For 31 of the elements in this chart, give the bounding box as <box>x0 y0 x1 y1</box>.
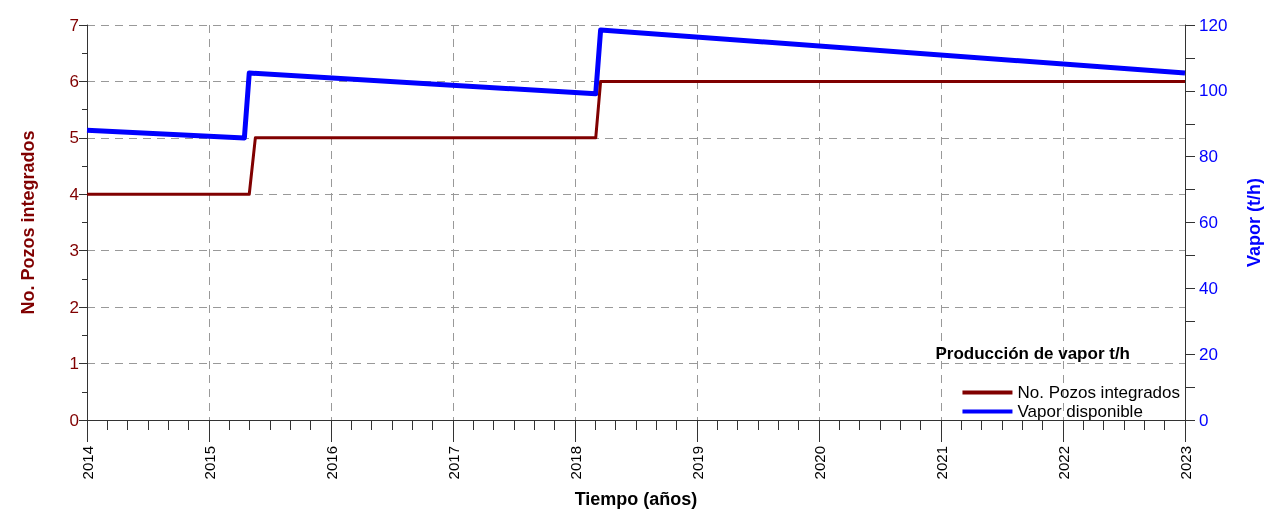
y2-tick-label: 80 <box>1199 147 1218 167</box>
y2-axis-title: Vapor (t/h) <box>1244 178 1264 267</box>
y2-tick-label: 20 <box>1199 344 1218 364</box>
y-tick-label: 2 <box>69 297 79 317</box>
y-tick-label: 5 <box>69 128 79 148</box>
x-tick-label: 2015 <box>200 446 218 480</box>
x-tick-label: 2019 <box>688 446 706 480</box>
x-tick-label: 2022 <box>1054 446 1072 480</box>
y-tick-label: 7 <box>69 15 79 35</box>
legend-label: Vapor disponible <box>1017 402 1143 421</box>
y2-tick-label: 40 <box>1199 278 1218 298</box>
x-axis-title: Tiempo (años) <box>574 489 698 509</box>
x-tick-label: 2023 <box>1176 446 1194 480</box>
y2-tick-label: 100 <box>1199 81 1228 101</box>
x-tick-label: 2017 <box>444 446 462 480</box>
y2-tick-label: 60 <box>1199 213 1218 232</box>
y-axis-title: No. Pozos integrados <box>18 130 38 315</box>
x-tick-label: 2020 <box>810 446 828 480</box>
x-tick-label: 2016 <box>322 446 340 480</box>
y2-tick-label: 120 <box>1199 15 1228 35</box>
y-tick-label: 4 <box>69 184 79 204</box>
x-tick-label: 2021 <box>932 446 950 480</box>
y-tick-label: 6 <box>69 71 79 91</box>
y-tick-label: 1 <box>69 354 79 374</box>
y2-tick-label: 0 <box>1199 410 1209 430</box>
x-tick-label: 2014 <box>78 446 96 480</box>
y-tick-label: 0 <box>69 410 79 430</box>
legend-title: Producción de vapor t/h <box>935 344 1131 363</box>
x-tick-label: 2018 <box>566 446 584 480</box>
y-tick-label: 3 <box>69 241 79 261</box>
legend-label: No. Pozos integrados <box>1017 383 1181 402</box>
